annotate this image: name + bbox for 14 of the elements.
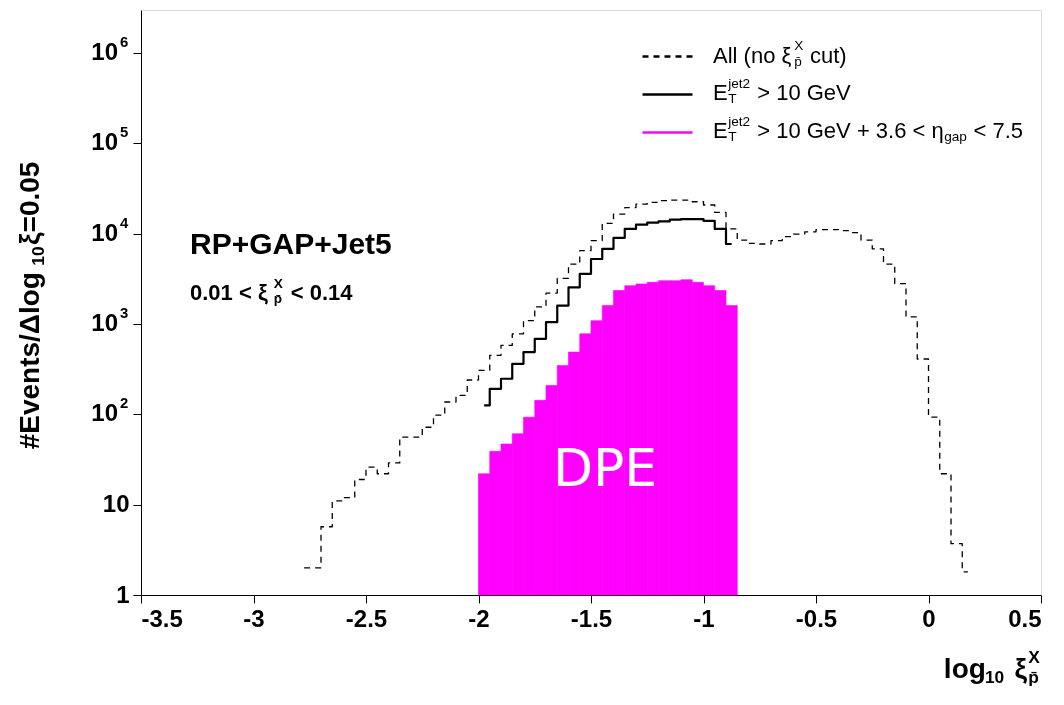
x-tick-label: -1.5: [570, 604, 613, 632]
annotation: DPE: [552, 438, 658, 499]
y-tick-label: 1: [116, 580, 130, 608]
x-tick-label: 0.5: [1008, 604, 1042, 632]
y-tick-label: 10: [102, 490, 130, 518]
x-tick-label: -2.5: [345, 604, 388, 632]
x-tick-label: -2: [468, 604, 490, 632]
y-axis-title: #Events/Δlog10ξ=0.05: [14, 161, 48, 450]
x-tick-label: -0.5: [795, 604, 838, 632]
x-tick-label: -3: [243, 604, 265, 632]
x-tick-label: 0: [922, 604, 936, 632]
x-tick-label: -1: [693, 604, 715, 632]
x-tick-label: -3.5: [141, 604, 183, 632]
annotation: RP+GAP+Jet5: [190, 227, 392, 260]
